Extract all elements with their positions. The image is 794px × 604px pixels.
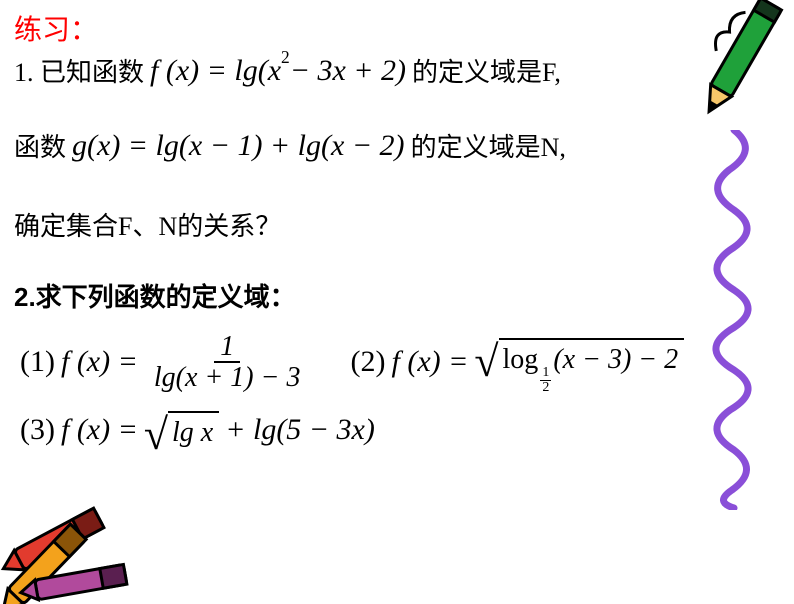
item3-sqrt: √ lg x [144,411,219,449]
crayons-icon [0,484,160,604]
tf-bot: 2 [540,381,551,395]
item2-rest: (x − 3) − 2 [553,344,678,375]
sqrt-icon-2: √ [144,417,168,452]
item2-label: (2) [351,345,386,379]
item2-sqrt-body: log12(x − 3) − 2 [499,338,685,387]
squiggle-icon [704,130,764,510]
q1-suffix2: 的定义域是N, [411,127,566,164]
item2-sqrt: √ log12(x − 3) − 2 [474,338,684,387]
formula-f-main: f (x) = lg(x [150,54,281,88]
q2-row2: (3) f (x) = √ lg x + lg(5 − 3x) [20,411,780,449]
item3-sqrt-body: lg x [168,411,219,449]
formula-f-tail: − 3x + 2) [290,54,406,88]
item1-num: 1 [214,332,240,363]
item2-lhs: f (x) = [392,345,469,379]
item2-base-frac: 12 [540,366,551,395]
q1-formula-f: f (x) = lg(x2 − 3x + 2) [150,54,406,88]
item3-label: (3) [20,413,55,447]
item2-log: log [503,344,539,375]
exercise-header: 练习： [14,8,780,48]
item1-den: lg(x + 1) − 3 [148,363,307,392]
q2-row1: (1) f (x) = 1 lg(x + 1) − 3 (2) f (x) = … [20,332,780,393]
q2-title: 2.求下列函数的定义域： [14,277,780,314]
formula-f-sup: 2 [281,47,290,68]
q1-line3: 确定集合F、N的关系？ [14,206,780,243]
tf-top: 1 [540,366,551,381]
item3-tail: + lg(5 − 3x) [225,413,375,447]
sqrt-icon: √ [474,344,498,379]
q1-line2: 函数 g(x) = lg(x − 1) + lg(x − 2) 的定义域是N, [14,127,780,164]
q1-prefix: 1. 已知函数 [14,52,144,89]
item3-lhs: f (x) = [61,413,138,447]
item1-lhs: f (x) = [61,345,138,379]
q1-formula-g: g(x) = lg(x − 1) + lg(x − 2) [72,129,405,163]
item1-label: (1) [20,345,55,379]
q2-item2: (2) f (x) = √ log12(x − 3) − 2 [351,338,685,387]
q2-item1: (1) f (x) = 1 lg(x + 1) − 3 [20,332,311,393]
q2-item3: (3) f (x) = √ lg x + lg(5 − 3x) [20,411,381,449]
q1-line2-prefix: 函数 [14,127,66,164]
q1-suffix1: 的定义域是F, [412,52,561,89]
item1-frac: 1 lg(x + 1) − 3 [148,332,307,393]
